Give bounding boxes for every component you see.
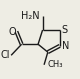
Text: O: O xyxy=(8,27,16,37)
Text: S: S xyxy=(62,25,68,35)
Text: CH₃: CH₃ xyxy=(47,60,63,69)
Text: Cl: Cl xyxy=(1,50,10,59)
Text: H₂N: H₂N xyxy=(21,11,40,21)
Text: N: N xyxy=(62,41,69,51)
